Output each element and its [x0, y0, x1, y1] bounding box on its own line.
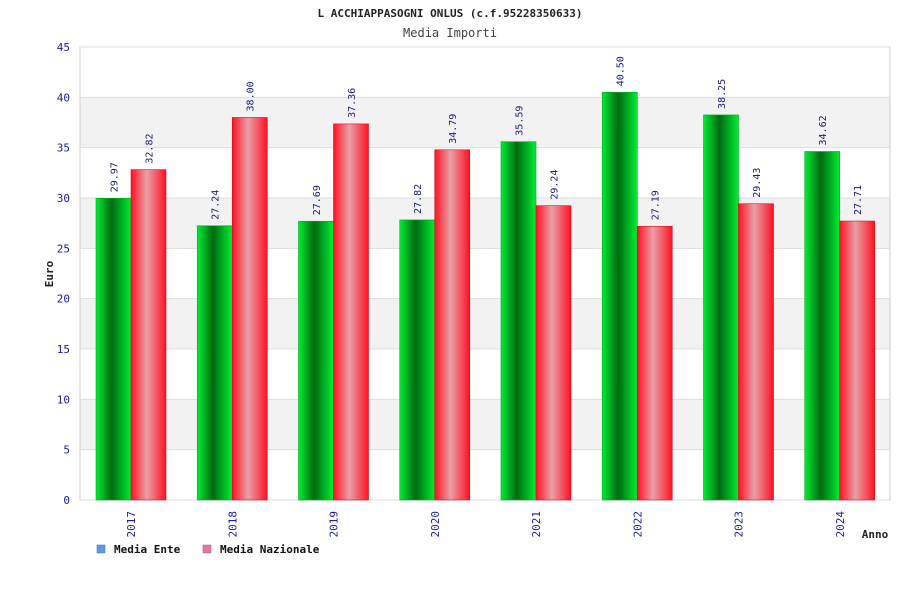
y-tick-label: 45	[57, 41, 70, 54]
x-tick-label: 2018	[226, 511, 239, 538]
y-tick-label: 5	[63, 444, 70, 457]
bar-media-ente	[500, 141, 537, 501]
x-tick-label: 2017	[125, 511, 138, 538]
bars	[95, 92, 876, 501]
data-label: 38.25	[717, 79, 728, 109]
data-label: 27.82	[413, 184, 424, 214]
data-label: 27.19	[651, 190, 662, 220]
bar-media-ente	[601, 92, 638, 501]
bar-media-nazionale	[636, 225, 673, 501]
x-tick-label: 2022	[631, 511, 644, 538]
data-label: 34.79	[448, 114, 459, 144]
y-tick-label: 40	[57, 91, 70, 104]
bar-media-ente	[298, 220, 334, 501]
x-tick-label: 2021	[530, 511, 543, 538]
y-axis-label: Euro	[43, 260, 56, 287]
data-label: 35.59	[515, 106, 526, 136]
bar-media-nazionale	[738, 203, 774, 501]
bar-media-ente	[95, 198, 132, 501]
x-tick-label: 2023	[733, 511, 746, 538]
chart-title: L ACCHIAPPASOGNI ONLUS (c.f.95228350633)	[318, 7, 583, 20]
plot-band	[80, 97, 890, 148]
data-label: 27.24	[211, 190, 222, 220]
y-tick-label: 10	[57, 393, 70, 406]
plot-band	[80, 147, 890, 198]
x-axis-label: Anno	[862, 528, 889, 541]
data-label: 34.62	[818, 115, 829, 145]
data-label: 38.00	[246, 81, 257, 111]
legend-label-media-ente: Media Ente	[114, 543, 181, 556]
data-label: 27.69	[312, 185, 323, 215]
data-label: 27.71	[853, 185, 864, 215]
plot-band	[80, 47, 890, 98]
data-label: 29.43	[752, 168, 763, 198]
legend: Media Ente Media Nazionale	[96, 543, 320, 556]
data-label: 37.36	[347, 88, 358, 118]
legend-label-media-nazionale: Media Nazionale	[220, 543, 320, 556]
y-axis-ticks: 0 5 10 15 20 25 30 35 40 45	[57, 41, 70, 507]
y-tick-label: 0	[63, 494, 70, 507]
x-axis-ticks: 2017 2018 2019 2020 2021 2022 2023 2024	[125, 511, 847, 538]
bar-media-nazionale	[231, 117, 268, 501]
data-label: 40.50	[616, 56, 627, 86]
bar-media-nazionale	[130, 169, 167, 501]
y-tick-label: 25	[57, 242, 70, 255]
x-tick-label: 2024	[834, 511, 847, 538]
data-labels: 29.97 32.82 27.24 38.00 27.69 37.36 27.82 34.79…	[110, 56, 865, 220]
bar-media-nazionale	[333, 123, 369, 501]
x-tick-label: 2020	[429, 511, 442, 538]
bar-media-nazionale	[434, 149, 471, 501]
legend-swatch-media-nazionale	[202, 544, 212, 554]
data-label: 29.24	[550, 170, 561, 200]
legend-swatch-media-ente	[96, 544, 106, 554]
bar-media-ente	[399, 219, 436, 501]
bar-media-nazionale	[839, 220, 876, 501]
bar-media-ente	[196, 225, 233, 501]
data-label: 29.97	[110, 162, 121, 192]
bar-media-ente	[703, 114, 739, 501]
y-tick-label: 20	[57, 293, 70, 306]
y-tick-label: 15	[57, 343, 70, 356]
chart-subtitle: Media Importi	[403, 26, 497, 40]
bar-media-nazionale	[535, 205, 572, 501]
bar-media-ente	[804, 151, 841, 501]
y-tick-label: 35	[57, 142, 70, 155]
y-tick-label: 30	[57, 192, 70, 205]
x-tick-label: 2019	[328, 511, 341, 538]
data-label: 32.82	[145, 134, 156, 164]
